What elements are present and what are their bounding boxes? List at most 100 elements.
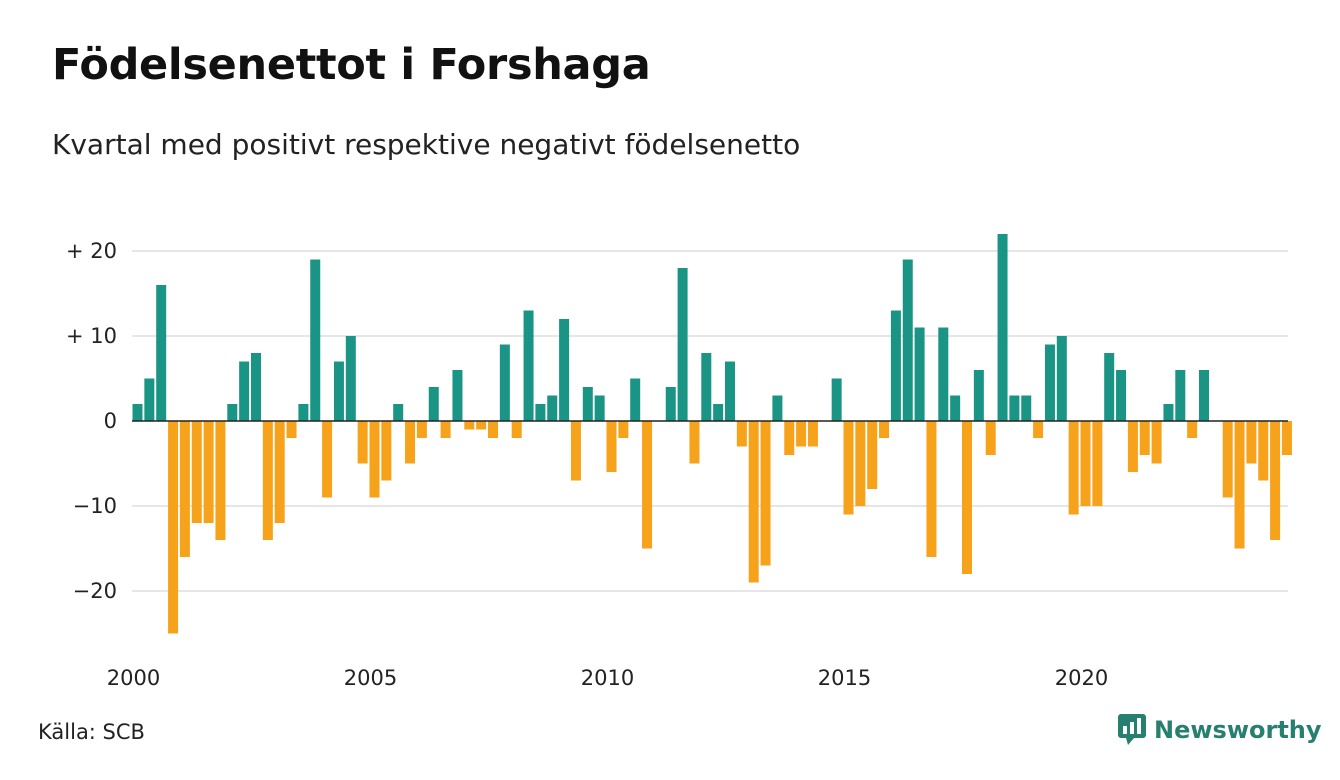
bar-negative — [381, 421, 392, 481]
bar-negative — [476, 421, 487, 430]
bar-negative — [1068, 421, 1079, 515]
y-axis-labels: + 20 + 10 0 −10 −20 — [66, 239, 117, 603]
bar-positive — [156, 285, 167, 421]
bar-negative — [760, 421, 771, 566]
x-tick-label: 2015 — [818, 666, 871, 690]
bar-negative — [1281, 421, 1292, 455]
bar-chart: + 20 + 10 0 −10 −20 2000 2005 2010 2015 2020 — [66, 234, 1292, 690]
y-tick-label: + 10 — [66, 324, 117, 348]
bar-positive — [333, 361, 344, 421]
bar-negative — [168, 421, 179, 634]
bar-positive — [1163, 404, 1174, 421]
x-tick-label: 2000 — [107, 666, 160, 690]
bar-negative — [784, 421, 795, 455]
brand-name: Newsworthy — [1154, 716, 1322, 744]
x-tick-label: 2010 — [581, 666, 634, 690]
bar-negative — [985, 421, 996, 455]
bar-positive — [1056, 336, 1067, 421]
bar-negative — [274, 421, 285, 523]
bar-positive — [772, 395, 783, 421]
bar-negative — [416, 421, 427, 438]
bar-negative — [215, 421, 226, 540]
bar-negative — [855, 421, 866, 506]
bar-negative — [570, 421, 581, 481]
bar-positive — [499, 344, 510, 421]
bar-positive — [890, 310, 901, 421]
bar-negative — [962, 421, 972, 574]
bar-negative — [511, 421, 522, 438]
bar-positive — [582, 387, 593, 421]
bar-positive — [144, 378, 155, 421]
bar-negative — [1222, 421, 1233, 498]
bar-positive — [1021, 395, 1032, 421]
bar-positive — [1009, 395, 1020, 421]
bar-positive — [973, 370, 984, 421]
bar-negative — [203, 421, 214, 523]
bar-positive — [1104, 353, 1115, 421]
bar-positive — [665, 387, 676, 421]
bar-negative — [879, 421, 890, 438]
bar-negative — [286, 421, 297, 438]
bar-negative — [606, 421, 617, 472]
bar-positive — [997, 234, 1008, 421]
bar-negative — [843, 421, 854, 515]
y-tick-label: −10 — [73, 494, 117, 518]
bar-positive — [594, 395, 605, 421]
bar-positive — [1199, 370, 1209, 421]
bar-positive — [452, 370, 463, 421]
x-axis-labels: 2000 2005 2010 2015 2020 — [107, 666, 1108, 690]
bar-positive — [1116, 370, 1127, 421]
bar-negative — [1187, 421, 1198, 438]
bar-positive — [310, 259, 321, 421]
bar-negative — [191, 421, 202, 523]
bar-positive — [713, 404, 724, 421]
bar-positive — [239, 361, 250, 421]
bar-positive — [559, 319, 570, 421]
bar-negative — [440, 421, 451, 438]
y-tick-label: 0 — [104, 409, 117, 433]
bar-positive — [345, 336, 356, 421]
y-tick-label: −20 — [73, 579, 117, 603]
bar-negative — [796, 421, 807, 447]
y-tick-label: + 20 — [66, 239, 117, 263]
bar-positive — [547, 395, 558, 421]
chart-subtitle: Kvartal med positivt respektive negativt… — [52, 128, 801, 161]
x-tick-label: 2020 — [1055, 666, 1108, 690]
bar-negative — [926, 421, 937, 557]
bar-positive — [535, 404, 546, 421]
bar-negative — [369, 421, 380, 498]
bar-positive — [428, 387, 439, 421]
bar-negative — [262, 421, 273, 540]
bar-positive — [1175, 370, 1186, 421]
bar-positive — [227, 404, 238, 421]
bar-positive — [938, 327, 949, 421]
bar-negative — [1234, 421, 1245, 549]
bar-negative — [1270, 421, 1281, 540]
bar-negative — [405, 421, 416, 464]
bar-negative — [1080, 421, 1091, 506]
bar-positive — [251, 353, 261, 421]
bars — [132, 234, 1292, 634]
x-tick-label: 2005 — [344, 666, 397, 690]
bar-positive — [950, 395, 961, 421]
brand-logo: Newsworthy — [1118, 714, 1322, 746]
bar-negative — [1258, 421, 1269, 481]
bar-negative — [1127, 421, 1138, 472]
bar-positive — [701, 353, 712, 421]
bar-positive — [523, 310, 534, 421]
bar-negative — [357, 421, 368, 464]
newsworthy-logo-icon — [1118, 714, 1146, 745]
bar-negative — [1033, 421, 1044, 438]
bar-negative — [867, 421, 878, 489]
bar-positive — [831, 378, 842, 421]
bar-positive — [298, 404, 309, 421]
bar-positive — [630, 378, 641, 421]
chart-title: Födelsenettot i Forshaga — [52, 40, 651, 90]
bar-positive — [1044, 344, 1055, 421]
bar-positive — [902, 259, 913, 421]
bar-negative — [689, 421, 700, 464]
bar-negative — [1246, 421, 1257, 464]
bar-negative — [464, 421, 475, 430]
bar-positive — [677, 268, 688, 421]
bar-negative — [748, 421, 759, 583]
